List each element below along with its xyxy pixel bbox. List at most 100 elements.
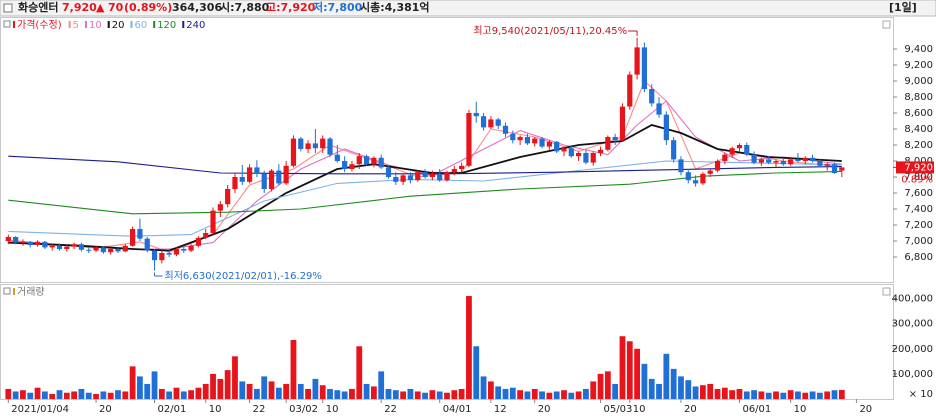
candle-body — [473, 113, 479, 117]
volume-bar — [151, 371, 158, 399]
candle-body — [422, 172, 428, 177]
price-panel — [0, 17, 894, 283]
checkbox[interactable] — [3, 287, 11, 295]
last-price-pct: 0.89% — [901, 174, 933, 185]
x-tick-label: 10 — [326, 404, 339, 415]
volume-bar — [721, 387, 728, 399]
x-tick-label: 06/01 — [742, 404, 771, 415]
candle-body — [173, 249, 180, 255]
candle-body — [459, 165, 465, 169]
y-tick-label: 7,600 — [904, 188, 933, 199]
volume-bar — [122, 391, 129, 399]
volume-bar — [12, 391, 19, 399]
change: 70 — [108, 1, 124, 14]
volume-bar — [517, 390, 524, 399]
volume-bar — [261, 376, 268, 399]
volume-bar — [809, 391, 816, 399]
candle-body — [678, 159, 684, 173]
checkbox[interactable] — [3, 20, 11, 28]
legend-label: 120 — [157, 20, 176, 31]
candle-body — [115, 249, 121, 252]
candle-body — [641, 47, 648, 89]
legend-swatch — [68, 21, 71, 28]
candle-body — [831, 164, 838, 173]
candle-body — [634, 47, 640, 75]
y-tick-label: 400,000 — [892, 294, 933, 305]
volume-bar — [239, 381, 246, 399]
volume-bar — [692, 386, 699, 399]
candle-body — [137, 229, 143, 239]
candle-body — [181, 249, 187, 251]
candle-body — [239, 177, 245, 182]
x-tick-label: 02/01 — [158, 404, 187, 415]
volume-bar — [202, 383, 209, 399]
header-bar — [0, 0, 936, 17]
volume-bar — [275, 387, 282, 399]
candle-body — [539, 138, 545, 147]
period[interactable]: [1일] — [889, 0, 917, 14]
volume-bar — [795, 391, 801, 399]
volume-bar — [626, 341, 633, 399]
volume-bar — [27, 392, 34, 399]
volume-panel — [0, 284, 894, 400]
candle-body — [151, 250, 158, 261]
x-tick-label: 10 — [209, 404, 222, 415]
volume-bar — [173, 387, 180, 399]
y-tick-label: 300,000 — [892, 319, 933, 330]
y-tick-label: 9,000 — [904, 76, 933, 87]
candle-body — [305, 143, 311, 149]
candle-body — [685, 172, 691, 181]
x-tick-label: 20 — [859, 404, 872, 415]
volume-bar — [107, 392, 114, 399]
volume-bar — [444, 392, 450, 399]
candle-body — [605, 137, 611, 150]
high: 고:7,920 — [266, 1, 316, 14]
checkbox[interactable] — [3, 3, 13, 13]
candle-body — [773, 161, 779, 163]
volume-bar — [268, 381, 275, 399]
volume-bar — [707, 383, 714, 399]
candle-body — [576, 153, 582, 157]
candle-body — [619, 106, 626, 141]
candle-body — [312, 143, 318, 149]
candle-body — [393, 177, 399, 182]
y-tick-label: 8,600 — [904, 108, 933, 119]
candle-body — [451, 169, 457, 173]
volume-bar — [71, 391, 78, 399]
volume-bar — [100, 391, 107, 399]
candle-body — [444, 172, 450, 181]
candle-body — [415, 172, 421, 181]
volume-bar — [224, 370, 231, 399]
candle-body — [268, 170, 275, 189]
volume-bar — [502, 388, 509, 399]
low: 저:7,800 — [313, 0, 363, 14]
candle-body — [817, 161, 823, 166]
x-tick-label: 10 — [794, 404, 807, 415]
candle-body — [554, 141, 560, 152]
panel-button[interactable] — [882, 287, 891, 296]
legend-label: 60 — [134, 20, 147, 31]
panel-button[interactable] — [882, 20, 891, 29]
y-tick-label: 8,200 — [904, 140, 933, 151]
volume-bar — [816, 392, 823, 399]
legend-swatch — [130, 21, 133, 28]
volume-bar — [648, 378, 655, 399]
legend-label: 거래량 — [17, 286, 45, 298]
candle-body — [802, 157, 808, 161]
volume-bar — [392, 390, 399, 399]
candle-body — [217, 204, 223, 211]
y-tick-label: 9,400 — [904, 44, 933, 55]
volume-bar — [466, 296, 472, 399]
moving-average-line — [8, 170, 842, 215]
volume-bar — [670, 368, 677, 399]
candle-body — [261, 173, 267, 189]
legend-swatch — [13, 288, 15, 295]
y-tick-label: 8,800 — [904, 92, 933, 103]
volume-bar — [232, 356, 238, 399]
volume-bar — [597, 373, 604, 399]
volume-bar — [378, 371, 385, 399]
volume-bar — [765, 392, 772, 399]
volume-bar — [400, 391, 407, 399]
candle-body — [86, 249, 92, 251]
candle-body — [429, 173, 435, 177]
